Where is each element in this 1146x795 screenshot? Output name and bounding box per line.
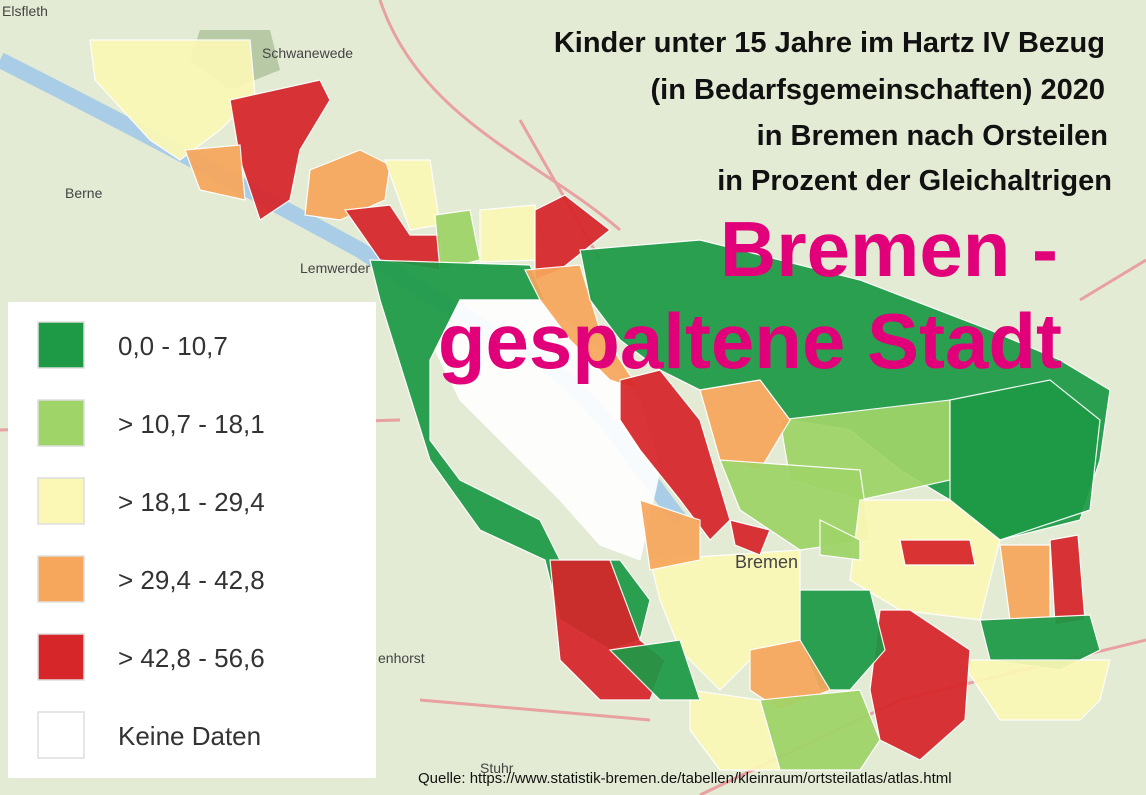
- district: [304, 149, 391, 221]
- legend-label: Keine Daten: [118, 721, 261, 751]
- legend: 0,0 - 10,7 > 10,7 - 18,1 > 18,1 - 29,4 > 29…: [8, 302, 376, 778]
- district: [649, 549, 801, 691]
- district: [229, 79, 331, 221]
- map-labels: Elsfleth Schwanewede Berne Lemwerder Bre…: [2, 3, 798, 776]
- title-line: (in Bedarfsgemeinschaften) 2020: [651, 74, 1105, 106]
- title-line: in Bremen nach Orsteilen: [757, 120, 1108, 152]
- legend-swatch: [37, 477, 85, 525]
- place-label: enhorst: [378, 650, 425, 666]
- place-label: Schwanewede: [262, 45, 353, 61]
- legend-box: [8, 302, 376, 778]
- district: [619, 369, 731, 541]
- district: [729, 519, 771, 556]
- place-label: Elsfleth: [2, 3, 48, 19]
- districts: [89, 39, 1111, 771]
- legend-swatch: [37, 399, 85, 447]
- district: [958, 659, 1111, 721]
- headline: gespaltene Stadt: [438, 297, 1062, 385]
- district: [479, 204, 541, 263]
- headline: Bremen -: [720, 205, 1058, 293]
- place-label: Bremen: [735, 552, 798, 572]
- district: [819, 519, 861, 561]
- title-line: in Prozent der Gleichaltrigen: [717, 165, 1112, 197]
- title: Kinder unter 15 Jahre im Hartz IV Bezug …: [438, 27, 1112, 385]
- legend-swatch: [37, 711, 85, 759]
- legend-label: 0,0 - 10,7: [118, 331, 228, 361]
- legend-swatch: [37, 555, 85, 603]
- legend-swatch: [37, 633, 85, 681]
- place-label: Stuhr: [480, 760, 514, 776]
- legend-swatch: [37, 321, 85, 369]
- legend-label: > 42,8 - 56,6: [118, 643, 265, 673]
- place-label: Berne: [65, 185, 103, 201]
- legend-label: > 10,7 - 18,1: [118, 409, 265, 439]
- district: [869, 609, 971, 761]
- district: [699, 379, 791, 471]
- legend-label: > 18,1 - 29,4: [118, 487, 265, 517]
- district: [184, 144, 246, 201]
- place-label: Lemwerder: [300, 260, 370, 276]
- district: [639, 499, 701, 571]
- district: [608, 639, 701, 701]
- source: Quelle: https://www.statistik-bremen.de/…: [418, 770, 952, 787]
- district: [899, 539, 976, 566]
- district: [89, 39, 256, 161]
- district: [759, 689, 881, 771]
- legend-label: > 29,4 - 42,8: [118, 565, 265, 595]
- district: [689, 689, 781, 771]
- title-line: Kinder unter 15 Jahre im Hartz IV Bezug: [554, 27, 1105, 59]
